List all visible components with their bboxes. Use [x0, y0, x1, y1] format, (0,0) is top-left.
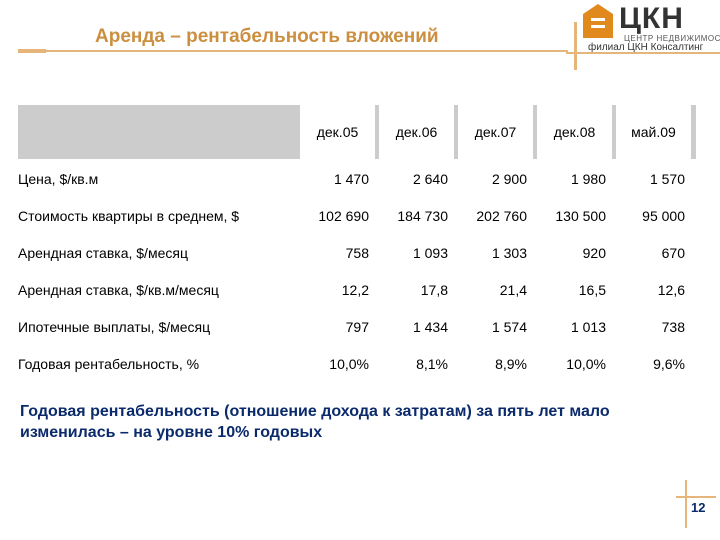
- table-row: Арендная ставка, $/кв.м/месяц 12,2 17,8 …: [18, 273, 696, 307]
- table-cell: 12,2: [341, 282, 369, 298]
- column-header: дек.06: [379, 105, 454, 159]
- logo-subtitle-top: ЦЕНТР НЕДВИЖИМОСТИ: [624, 34, 720, 43]
- logo-house-icon: [583, 4, 613, 38]
- table-cell: 10,0%: [329, 356, 369, 372]
- table-cell: 1 303: [491, 245, 527, 261]
- table-cell: 202 760: [476, 208, 527, 224]
- page-corner-vertical: [685, 480, 687, 528]
- row-label: Арендная ставка, $/кв.м/месяц: [18, 282, 219, 298]
- table-cell: 2 900: [491, 171, 527, 187]
- title-underline: [18, 50, 568, 52]
- column-header: дек.07: [458, 105, 533, 159]
- row-label: Арендная ставка, $/месяц: [18, 245, 188, 261]
- table-cell: 17,8: [420, 282, 448, 298]
- table-cell: 102 690: [318, 208, 369, 224]
- table-cell: 1 574: [491, 319, 527, 335]
- table-cell: 670: [661, 245, 685, 261]
- table-cell: 95 000: [642, 208, 685, 224]
- table-cell: 738: [661, 319, 685, 335]
- table-cell: 1 434: [412, 319, 448, 335]
- table-row: Стоимость квартиры в среднем, $ 102 690 …: [18, 199, 696, 233]
- table-cell: 797: [345, 319, 369, 335]
- table-cell: 10,0%: [566, 356, 606, 372]
- logo-subtitle-bottom: филиал ЦКН Консалтинг: [588, 42, 704, 53]
- column-header: май.09: [616, 105, 691, 159]
- table-cell: 1 470: [333, 171, 369, 187]
- table-cell: 8,9%: [495, 356, 527, 372]
- table-cell: 130 500: [555, 208, 606, 224]
- table-cell: 16,5: [578, 282, 606, 298]
- table-header-row: дек.05 дек.06 дек.07 дек.08 май.09: [18, 105, 696, 159]
- table-row: Арендная ставка, $/месяц 758 1 093 1 303…: [18, 236, 696, 270]
- row-label: Годовая рентабельность, %: [18, 356, 200, 372]
- slide-title: Аренда – рентабельность вложений: [95, 26, 439, 47]
- logo-divider-horizontal: [566, 52, 720, 54]
- table-cell: 1 570: [649, 171, 685, 187]
- title-underline-accent: [18, 49, 46, 53]
- table-cell: 184 730: [397, 208, 448, 224]
- logo-name: ЦКН: [619, 2, 684, 35]
- table-cell: 8,1%: [416, 356, 448, 372]
- table-cell: 2 640: [412, 171, 448, 187]
- row-label: Стоимость квартиры в среднем, $: [18, 208, 240, 224]
- table-cell: 920: [582, 245, 606, 261]
- table-cell: 1 980: [570, 171, 606, 187]
- header-label-cell: [18, 105, 300, 159]
- rent-profitability-table: дек.05 дек.06 дек.07 дек.08 май.09 Цена,…: [18, 105, 696, 381]
- page-corner-horizontal: [676, 496, 716, 498]
- table-row: Годовая рентабельность, % 10,0% 8,1% 8,9…: [18, 347, 696, 381]
- table-cell: 21,4: [499, 282, 527, 298]
- logo-divider-vertical: [574, 22, 577, 70]
- page-number: 12: [691, 500, 706, 515]
- column-header: дек.08: [537, 105, 612, 159]
- table-cell: 1 013: [570, 319, 606, 335]
- row-label: Ипотечные выплаты, $/месяц: [18, 319, 211, 335]
- summary-text: Годовая рентабельность (отношение дохода…: [20, 403, 610, 441]
- row-label: Цена, $/кв.м: [18, 171, 99, 187]
- table-cell: 1 093: [412, 245, 448, 261]
- table-row: Ипотечные выплаты, $/месяц 797 1 434 1 5…: [18, 310, 696, 344]
- table-row: Цена, $/кв.м 1 470 2 640 2 900 1 980 1 5…: [18, 162, 696, 196]
- column-header: дек.05: [300, 105, 375, 159]
- table-cell: 12,6: [657, 282, 685, 298]
- table-cell: 9,6%: [653, 356, 685, 372]
- table-cell: 758: [345, 245, 369, 261]
